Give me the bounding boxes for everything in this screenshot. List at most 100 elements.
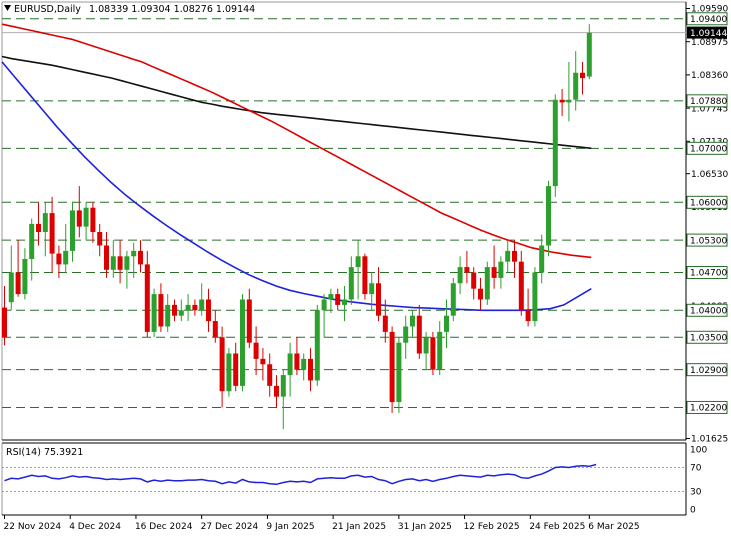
level-label: 1.05300 <box>690 236 727 246</box>
candle-body <box>131 250 137 257</box>
level-label-box <box>686 141 728 155</box>
candle-body <box>546 186 551 246</box>
candle-body <box>233 353 239 386</box>
candle-body <box>396 342 402 403</box>
candle-body <box>158 294 164 327</box>
time-tick-label: 24 Feb 2025 <box>529 522 585 532</box>
rsi-panel: 100 70 30 0 <box>2 446 707 516</box>
current-price-label: 1.09144 <box>690 29 727 39</box>
candle-body <box>362 256 368 295</box>
level-label-box <box>686 400 728 414</box>
candle-body <box>505 250 511 262</box>
candle-body <box>8 272 14 303</box>
candle-body <box>151 294 157 332</box>
horizontal-levels <box>2 18 686 408</box>
candle-body <box>321 299 327 311</box>
candle-body <box>471 272 477 289</box>
rsi-line <box>4 463 597 486</box>
candle-body <box>410 315 415 327</box>
price-tick-label: 1.08360 <box>691 71 728 81</box>
time-tick-label: 22 Nov 2024 <box>4 522 62 532</box>
level-label: 1.07000 <box>690 145 727 155</box>
candle-body <box>287 353 293 376</box>
level-label-box <box>686 303 728 317</box>
level-label: 1.02900 <box>690 366 727 376</box>
candle-body <box>165 304 171 327</box>
candle-body <box>199 299 205 311</box>
candle-body <box>36 223 41 233</box>
rsi-tick-label: 70 <box>690 464 702 474</box>
price-tick-label: 1.07745 <box>691 104 728 114</box>
level-label: 1.02200 <box>690 404 727 414</box>
candle-body <box>464 267 470 273</box>
candle-body <box>144 264 150 332</box>
candle-body <box>246 299 252 343</box>
symbol-triangle-icon <box>4 5 11 11</box>
candle-body <box>90 207 96 233</box>
time-tick-label: 31 Jan 2025 <box>398 522 452 532</box>
candle-body <box>457 267 463 284</box>
level-label: 1.07880 <box>690 97 727 107</box>
candle-body <box>253 342 259 359</box>
candle-body <box>22 258 28 295</box>
time-tick-label: 12 Feb 2025 <box>464 522 520 532</box>
candle-body <box>138 250 143 265</box>
sma-red-line <box>1 23 592 259</box>
candle-body <box>240 299 245 386</box>
candle-body <box>512 250 517 262</box>
candle-body <box>355 256 361 268</box>
level-label-box <box>686 233 728 247</box>
candle-body <box>260 358 266 365</box>
candle-body <box>518 261 524 311</box>
candle-body <box>478 288 483 300</box>
candle-body <box>314 310 320 381</box>
price-tick-label: 1.01625 <box>691 435 728 445</box>
candle-body <box>124 256 130 270</box>
candle-body <box>532 272 538 322</box>
candle-body <box>56 253 62 265</box>
candle-body <box>29 223 35 259</box>
candle-body <box>178 310 184 316</box>
level-label-box <box>686 265 728 279</box>
sma-black-line <box>1 55 592 150</box>
candle-body <box>382 315 388 332</box>
candle-body <box>491 267 497 278</box>
level-label: 1.04000 <box>690 306 727 316</box>
candle-body <box>559 99 565 103</box>
candle-body <box>301 358 307 370</box>
candle-body <box>403 326 409 343</box>
sma-blue-line <box>1 61 592 312</box>
ohlc-values: 1.08339 1.09304 1.08276 1.09144 <box>89 4 255 15</box>
candle-body <box>212 321 218 338</box>
candle-body <box>185 304 191 311</box>
candle-body <box>586 32 592 77</box>
price-tick-label: 1.09590 <box>691 5 728 15</box>
candle-body <box>117 256 123 270</box>
level-label: 1.06000 <box>690 199 727 209</box>
candle-body <box>328 294 334 300</box>
rsi-tick-label: 30 <box>690 488 702 498</box>
candle-body <box>369 283 375 295</box>
candle-body <box>498 261 504 278</box>
candle-body <box>335 294 341 305</box>
candle-body <box>294 353 300 370</box>
candle-body <box>267 364 273 386</box>
level-label: 1.09400 <box>690 15 727 25</box>
candle-body <box>226 353 232 392</box>
candle-body <box>580 72 585 79</box>
candle-body <box>206 299 211 322</box>
time-tick-label: 9 Jan 2025 <box>266 522 314 532</box>
candle-body <box>552 99 558 187</box>
candle-body <box>539 245 545 273</box>
time-tick-label: 21 Jan 2025 <box>332 522 386 532</box>
candle-body <box>104 245 109 270</box>
candle-body <box>573 72 579 100</box>
candle-body <box>450 283 456 316</box>
level-label-box <box>686 12 728 26</box>
price-tick-label: 1.06530 <box>691 170 728 180</box>
candle-body <box>76 210 82 227</box>
candle-body <box>308 358 313 381</box>
candle-body <box>192 304 198 311</box>
candle-body <box>15 272 21 295</box>
